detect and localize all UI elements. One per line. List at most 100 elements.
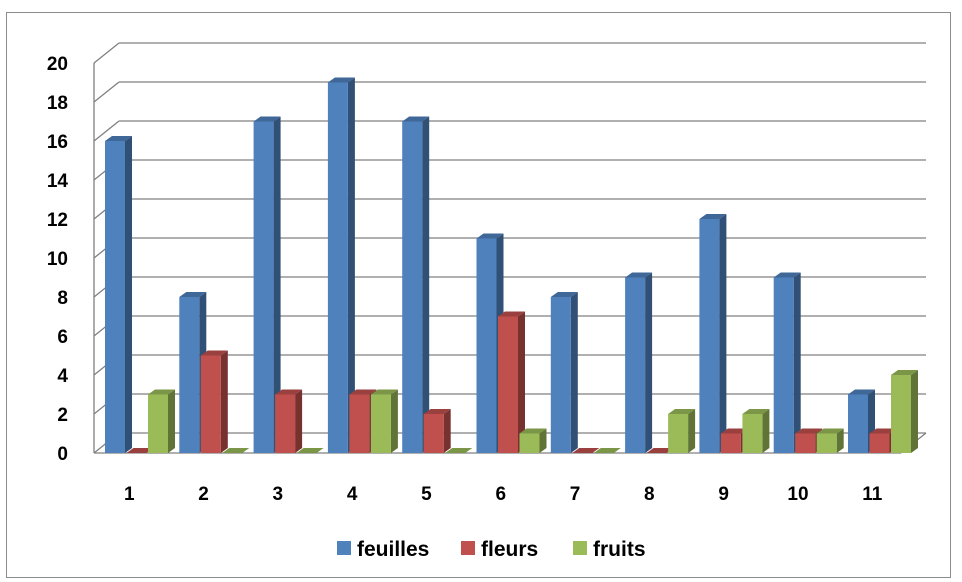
y-tick-label: 18 [47, 93, 68, 114]
bar-top [476, 233, 504, 239]
bar-front [349, 394, 370, 453]
legend-label: fleurs [481, 538, 538, 561]
bar-fruits-6 [519, 428, 547, 453]
x-tick-label: 5 [421, 484, 432, 505]
bar-top [179, 292, 207, 297]
bar-side [762, 409, 770, 453]
bar-front [668, 414, 689, 453]
x-tick-label: 3 [273, 484, 284, 505]
y-tick-label: 6 [57, 327, 68, 348]
bar-top [550, 292, 578, 297]
bars-layer [105, 77, 918, 453]
y-tick-label: 12 [47, 210, 68, 231]
bar-top [498, 311, 525, 317]
bar-top [253, 116, 281, 122]
bar-fruits-10 [816, 428, 844, 453]
bar-front [742, 414, 763, 453]
bar-top [349, 389, 377, 395]
bar-top [327, 77, 355, 83]
bar-front [498, 316, 518, 453]
bar-side [168, 389, 175, 453]
bar-fleurs-6 [498, 311, 525, 453]
bar-side [422, 116, 430, 453]
bar-side [390, 389, 398, 453]
y-tick-label: 16 [47, 132, 68, 153]
bar-front [699, 219, 720, 453]
x-tick-label: 11 [862, 484, 883, 505]
bar-feuilles-1 [105, 136, 132, 453]
bar-top [222, 448, 250, 453]
bar-feuilles-3 [253, 116, 281, 453]
legend-swatch [337, 541, 351, 555]
bar-fruits-8 [668, 409, 696, 453]
bar-front [773, 277, 794, 453]
bar-fruits-9 [742, 409, 770, 453]
bar-side [719, 214, 727, 453]
y-tick-label: 20 [47, 54, 68, 75]
y-axis-ticks: 0 2 4 6 8 10 12 14 16 18 20 [47, 54, 69, 465]
y-tick-label: 8 [57, 288, 68, 309]
bar-side [347, 77, 355, 453]
bar-fruits-7 [593, 448, 621, 453]
bar-top [646, 448, 674, 453]
bar-fleurs-7 [572, 448, 600, 453]
legend-item-fruits: fruits [573, 538, 646, 561]
legend-swatch [573, 541, 587, 555]
bar-front [423, 414, 444, 453]
bar-fleurs-8 [646, 448, 674, 453]
bar-front [327, 82, 348, 453]
bar-top [296, 448, 324, 453]
x-tick-label: 6 [495, 484, 506, 505]
bar-feuilles-8 [625, 272, 653, 453]
bar-top [445, 448, 473, 453]
bar-front [891, 375, 911, 453]
bar-feuilles-10 [773, 272, 801, 453]
bar-top [668, 409, 696, 414]
bar-fleurs-5 [423, 409, 451, 453]
bar-top [773, 272, 801, 278]
gridline-wall [93, 120, 120, 142]
bar-side [273, 116, 281, 453]
bar-top [593, 448, 621, 453]
y-tick-label: 0 [57, 444, 68, 465]
legend-label: feuilles [357, 538, 429, 561]
bar-side [518, 311, 525, 453]
y-tick-label: 10 [47, 249, 68, 270]
bar-top [848, 389, 875, 395]
bar-side [688, 409, 696, 453]
bar-top [816, 428, 844, 434]
legend-item-feuilles: feuilles [337, 538, 429, 561]
bar-front [519, 433, 540, 453]
bar-fruits-5 [445, 448, 473, 453]
bar-feuilles-9 [699, 214, 727, 453]
bar-side [911, 370, 918, 453]
bar-side [793, 272, 801, 453]
bar-front [625, 277, 646, 453]
bar-front [200, 355, 221, 453]
bar-top [370, 389, 398, 395]
bar-side [443, 409, 451, 453]
bar-top [869, 428, 897, 434]
bar-front [179, 297, 200, 453]
legend-label: fruits [593, 538, 646, 561]
bar-side [570, 292, 578, 453]
bar-fruits-4 [370, 389, 398, 453]
bar-front [795, 433, 816, 453]
bar-front [148, 394, 168, 453]
bar-top [572, 448, 600, 453]
legend-swatch [461, 541, 475, 555]
gridline-wall [93, 81, 120, 103]
bar-top [402, 116, 430, 122]
bar-feuilles-4 [327, 77, 355, 453]
x-tick-label: 2 [198, 484, 209, 505]
bar-front [275, 394, 296, 453]
bar-top [148, 389, 175, 395]
bar-fleurs-1 [126, 448, 154, 453]
bar-front [550, 297, 571, 453]
x-tick-label: 7 [570, 484, 581, 505]
bar-feuilles-7 [550, 292, 578, 453]
bar-top [795, 428, 823, 434]
y-tick-label: 14 [47, 171, 69, 192]
bar-top [891, 370, 918, 375]
x-tick-label: 10 [787, 484, 808, 505]
